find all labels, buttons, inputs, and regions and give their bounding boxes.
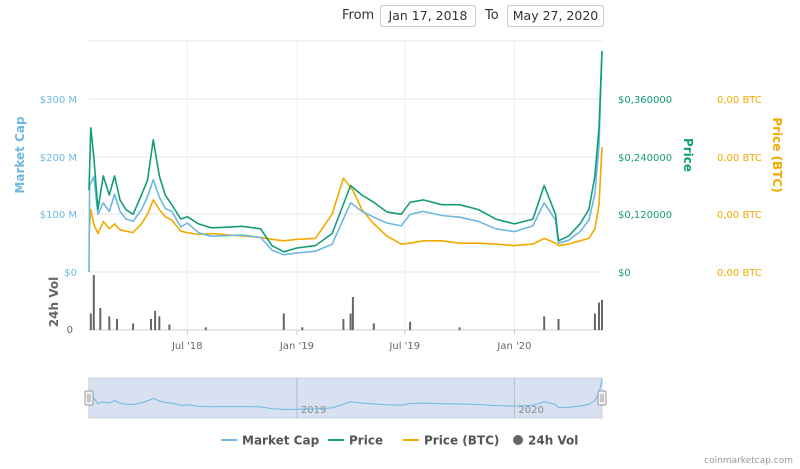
x-tick-label: Jan '19 — [279, 341, 314, 352]
price-axis-title: Price — [681, 138, 695, 172]
volume-bar — [409, 321, 412, 331]
market-cap-tick-label: $0 — [64, 268, 77, 279]
price-tick-label: $0,120000 — [618, 210, 672, 221]
legend-label: Price (BTC) — [424, 434, 499, 448]
axis-ticks: $0 $0 0,00 BTC $100 M $0,120000 0,00 BTC $200 … — [40, 95, 762, 352]
volume-bar — [116, 319, 118, 330]
legend-marker-dot — [513, 435, 523, 445]
navigator-grid: 2019 2020 — [296, 378, 544, 418]
volume-bar — [601, 299, 603, 331]
volume-bar — [372, 323, 375, 330]
volume-bar — [132, 323, 135, 330]
navigator-right-handle[interactable] — [597, 390, 607, 406]
volume-bar — [282, 313, 285, 330]
volume-bar — [108, 316, 111, 331]
market-cap-tick-label: $200 M — [40, 153, 77, 164]
navigator-tick-label: 2019 — [301, 405, 326, 416]
credit-text: coinmarketcap.com — [704, 456, 793, 466]
volume-bar — [168, 324, 171, 330]
grid — [89, 40, 602, 331]
market-cap-tick-label: $100 M — [40, 210, 77, 221]
date-range-bar: From Jan 17, 2018 To May 27, 2020 — [0, 0, 800, 30]
volume-bar — [342, 319, 345, 330]
price-btc-axis-title: Price (BTC) — [770, 117, 784, 192]
legend-label: Price — [349, 434, 383, 448]
legend-label: 24h Vol — [528, 434, 578, 448]
x-tick-label: Jan '20 — [496, 341, 531, 352]
navigator-tick-label: 2020 — [518, 405, 543, 416]
volume-bar — [458, 327, 461, 331]
volume-bar — [99, 308, 102, 330]
market-cap-axis-title: Market Cap — [13, 116, 27, 194]
volume-bar — [557, 319, 560, 330]
volume-bar — [89, 313, 92, 330]
from-label: From — [342, 8, 375, 23]
volume-bar — [204, 327, 207, 331]
to-label: To — [485, 8, 499, 23]
volume-bar — [154, 310, 157, 331]
legend: Market Cap Price Price (BTC) 24h Vol — [221, 434, 578, 448]
volume-bar — [158, 316, 161, 331]
volume-bar — [349, 313, 352, 330]
from-date-input[interactable]: Jan 17, 2018 — [380, 5, 476, 27]
x-tick-label: Jul '19 — [388, 341, 420, 352]
volume-bar — [351, 297, 354, 330]
navigator-left-handle[interactable] — [84, 390, 94, 406]
price-btc-tick-label: 0,00 BTC — [717, 210, 762, 221]
volume-bar — [543, 316, 546, 331]
navigator-line — [89, 378, 603, 410]
main-series — [88, 50, 603, 273]
price-btc-tick-label: 0,00 BTC — [717, 95, 762, 106]
volume-series — [89, 275, 603, 331]
price-btc-tick-label: 0,00 BTC — [717, 268, 762, 279]
volume-bar — [92, 275, 95, 330]
volume-axis-title: 24h Vol — [47, 277, 61, 327]
price-btc-line — [88, 147, 603, 247]
volume-bar — [598, 302, 600, 330]
legend-label: Market Cap — [242, 434, 320, 448]
navigator-selection[interactable] — [89, 378, 602, 418]
market-cap-line — [88, 50, 603, 273]
x-tick-label: Jul '18 — [171, 341, 203, 352]
navigator[interactable]: 2019 2020 — [84, 377, 607, 419]
to-date-input[interactable]: May 27, 2020 — [507, 5, 604, 27]
price-btc-tick-label: 0,00 BTC — [717, 153, 762, 164]
volume-tick-label: 0 — [67, 325, 73, 336]
price-line — [88, 50, 603, 253]
price-tick-label: $0,240000 — [618, 153, 672, 164]
market-cap-tick-label: $300 M — [40, 95, 77, 106]
price-tick-label: $0 — [618, 268, 631, 279]
volume-bar — [301, 327, 304, 331]
volume-bar — [150, 319, 152, 330]
volume-bar — [593, 313, 596, 330]
price-tick-label: $0,360000 — [618, 95, 672, 106]
